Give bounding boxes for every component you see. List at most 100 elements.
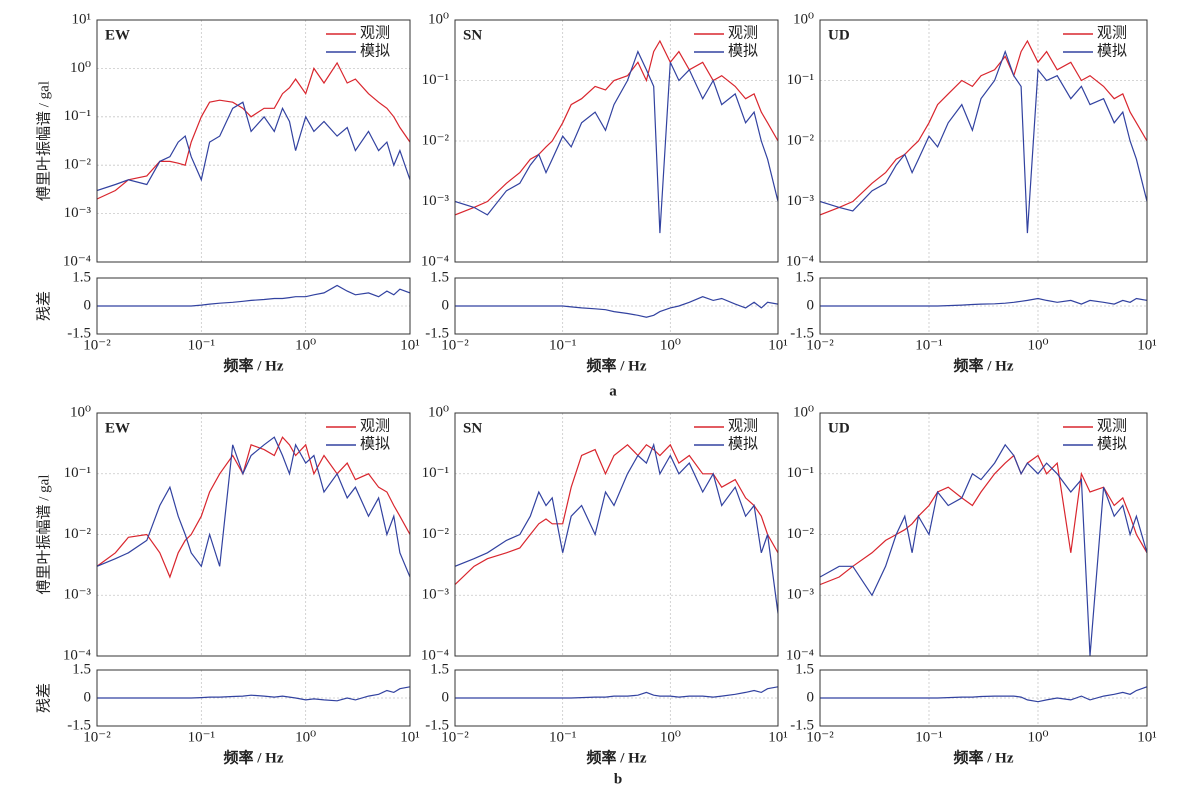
x-axis-label: 频率 / Hz — [587, 356, 647, 374]
panel-label: UD — [828, 420, 850, 436]
plot-frame — [819, 19, 1148, 263]
x-axis-label: 频率 / Hz — [224, 356, 284, 374]
y-tick-label: 10⁻³ — [64, 587, 92, 603]
y-tick-label: 10⁰ — [428, 404, 449, 420]
y-tick-label: 10⁻¹ — [64, 108, 91, 124]
y-tick-label: -1.5 — [425, 325, 449, 341]
y-tick-label: 1.5 — [430, 661, 449, 677]
subfigure-label: a — [609, 383, 617, 399]
y-tick-label: 0 — [442, 689, 450, 705]
x-axis-label: 频率 / Hz — [224, 748, 284, 766]
x-tick-label: 10¹ — [768, 337, 788, 353]
y-axis-label: 残差 — [35, 683, 52, 713]
y-tick-label: -1.5 — [790, 325, 814, 341]
plot-frame — [96, 669, 411, 727]
series-line — [455, 50, 778, 234]
y-tick-label: 10⁻² — [787, 132, 815, 148]
legend-label: 观测 — [360, 417, 390, 434]
y-tick-label: 10⁻¹ — [787, 465, 814, 481]
legend-label: 观测 — [728, 417, 758, 434]
y-tick-label: 0 — [84, 689, 92, 705]
series-line — [97, 436, 410, 578]
x-tick-label: 10⁻² — [441, 729, 469, 745]
x-tick-label: 10⁰ — [660, 337, 681, 353]
panel-label: UD — [828, 27, 850, 43]
panel-label: EW — [105, 27, 130, 43]
x-tick-label: 10¹ — [768, 729, 788, 745]
y-tick-label: 10⁻² — [422, 132, 450, 148]
x-tick-label: 10¹ — [1137, 337, 1157, 353]
series-line — [97, 686, 410, 702]
legend-label: 观测 — [1097, 417, 1127, 434]
x-tick-label: 10⁰ — [295, 337, 316, 353]
y-tick-label: -1.5 — [425, 717, 449, 733]
panel-label: EW — [105, 420, 130, 436]
series-line — [820, 686, 1147, 703]
y-tick-label: 1.5 — [72, 661, 91, 677]
x-tick-label: 10⁰ — [295, 729, 316, 745]
y-tick-label: 0 — [442, 297, 450, 313]
y-tick-label: 1.5 — [72, 269, 91, 285]
plot-frame — [96, 277, 411, 335]
y-tick-label: 10⁻³ — [787, 193, 815, 209]
y-tick-label: 10⁻¹ — [64, 465, 91, 481]
legend-label: 模拟 — [728, 42, 758, 59]
y-tick-label: 10⁻⁴ — [63, 647, 91, 663]
x-tick-label: 10¹ — [400, 729, 420, 745]
y-tick-label: 10⁻² — [422, 526, 450, 542]
legend-label: 模拟 — [728, 435, 758, 452]
y-tick-label: 10⁻¹ — [787, 72, 814, 88]
x-axis-label: 频率 / Hz — [954, 748, 1014, 766]
legend-label: 模拟 — [360, 42, 390, 59]
series-line — [820, 443, 1147, 656]
series-line — [820, 39, 1147, 216]
y-tick-label: 0 — [84, 297, 92, 313]
x-axis-label: 频率 / Hz — [954, 356, 1014, 374]
panel-label: SN — [463, 27, 482, 43]
y-tick-label: 10⁻² — [64, 526, 92, 542]
series-line — [820, 297, 1147, 307]
plot-frame — [819, 412, 1148, 657]
y-tick-label: 10⁻¹ — [422, 465, 449, 481]
y-tick-label: 0 — [807, 297, 815, 313]
series-line — [455, 686, 778, 699]
y-tick-label: 10⁻³ — [64, 205, 92, 221]
subfigure-label: b — [614, 771, 622, 786]
plot-frame — [96, 19, 411, 263]
x-tick-label: 10⁻¹ — [188, 337, 215, 353]
legend-label: 观测 — [1097, 24, 1127, 41]
y-tick-label: 10⁻⁴ — [421, 253, 449, 269]
x-tick-label: 10⁻¹ — [549, 729, 576, 745]
series-line — [455, 443, 778, 586]
x-tick-label: 10¹ — [1137, 729, 1157, 745]
y-tick-label: 10¹ — [72, 11, 92, 27]
plot-frame — [819, 669, 1148, 727]
x-tick-label: 10⁰ — [1027, 729, 1048, 745]
y-tick-label: 10⁻⁴ — [421, 647, 449, 663]
x-tick-label: 10⁻¹ — [915, 729, 942, 745]
y-tick-label: 10⁻² — [787, 526, 815, 542]
y-tick-label: 0 — [807, 689, 815, 705]
series-line — [97, 436, 410, 579]
y-tick-label: -1.5 — [790, 717, 814, 733]
legend-label: 模拟 — [1097, 42, 1127, 59]
x-tick-label: 10⁰ — [660, 729, 681, 745]
legend-label: 模拟 — [360, 435, 390, 452]
x-tick-label: 10¹ — [400, 337, 420, 353]
series-line — [97, 101, 410, 192]
y-tick-label: 10⁻³ — [422, 587, 450, 603]
y-tick-label: 1.5 — [430, 269, 449, 285]
y-tick-label: -1.5 — [67, 717, 91, 733]
y-axis-label: 残差 — [35, 291, 52, 321]
plot-frame — [454, 669, 779, 727]
x-tick-label: 10⁰ — [1027, 337, 1048, 353]
y-tick-label: 1.5 — [795, 661, 814, 677]
x-tick-label: 10⁻¹ — [549, 337, 576, 353]
y-tick-label: 10⁰ — [793, 11, 814, 27]
y-tick-label: -1.5 — [67, 325, 91, 341]
x-tick-label: 10⁻² — [806, 337, 834, 353]
series-line — [455, 442, 778, 614]
y-tick-label: 1.5 — [795, 269, 814, 285]
y-tick-label: 10⁻⁴ — [786, 253, 814, 269]
